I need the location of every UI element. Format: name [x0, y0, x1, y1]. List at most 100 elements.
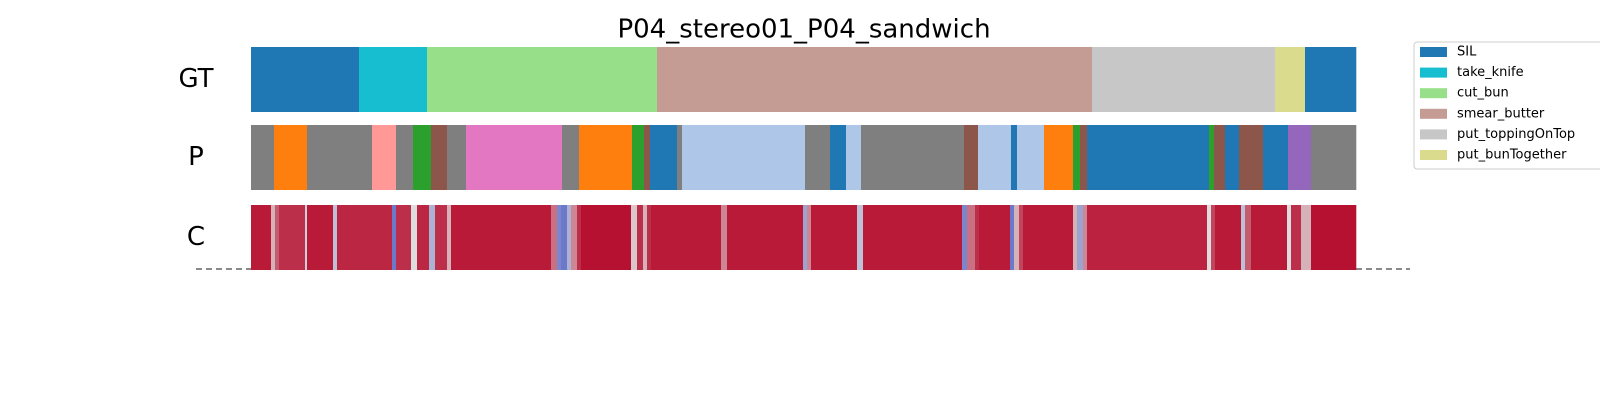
segment: [1275, 47, 1306, 112]
segment: [429, 205, 436, 270]
segment: [396, 125, 414, 190]
segment: [251, 47, 360, 112]
segment: [562, 125, 580, 190]
segment: [392, 205, 397, 270]
segment: [1239, 125, 1264, 190]
segment: [807, 205, 812, 270]
segment: [962, 205, 968, 270]
segment: [1083, 205, 1088, 270]
segment: [979, 205, 1011, 270]
segment: [863, 205, 963, 270]
segment: [967, 205, 976, 270]
legend-swatch: [1420, 88, 1447, 99]
segment: [805, 125, 831, 190]
segment: [1305, 47, 1357, 112]
segment: [1087, 205, 1208, 270]
segment: [1073, 125, 1081, 190]
segment: [275, 205, 280, 270]
segment: [1014, 205, 1020, 270]
segment: [632, 125, 645, 190]
segment: [975, 205, 980, 270]
segment: [1073, 205, 1078, 270]
segment: [1011, 125, 1018, 190]
segment: [811, 205, 858, 270]
segment: [274, 125, 308, 190]
segment: [631, 205, 638, 270]
segment: [1245, 205, 1252, 270]
segment: [447, 205, 452, 270]
row-label: P: [188, 142, 204, 172]
segment: [830, 125, 847, 190]
legend-swatch: [1420, 129, 1447, 140]
segment: [1225, 125, 1240, 190]
segment: [964, 125, 979, 190]
segment: [427, 47, 658, 112]
segment: [846, 125, 862, 190]
segment: [279, 205, 306, 270]
segment: [451, 205, 552, 270]
segment: [1251, 205, 1288, 270]
segment: [1214, 125, 1226, 190]
segment: [1215, 205, 1242, 270]
legend-label: take_knife: [1457, 65, 1524, 80]
segment: [307, 125, 373, 190]
segment: [271, 205, 276, 270]
segment: [651, 205, 722, 270]
segment: [305, 205, 308, 270]
segment: [650, 125, 678, 190]
segment: [333, 205, 338, 270]
segment: [431, 125, 448, 190]
segment: [307, 205, 334, 270]
segment: [1209, 125, 1215, 190]
row-label: GT: [178, 64, 213, 94]
segment: [637, 205, 644, 270]
segment: [1207, 205, 1212, 270]
segment: [857, 205, 864, 270]
row-label: C: [187, 222, 205, 252]
segment: [1241, 205, 1246, 270]
segment: [803, 205, 808, 270]
segment: [682, 125, 806, 190]
segment: [447, 125, 467, 190]
segment: [567, 205, 572, 270]
segment: [1044, 125, 1074, 190]
legend-swatch: [1420, 67, 1447, 78]
segment: [1077, 205, 1084, 270]
segment: [1080, 125, 1088, 190]
segment: [1311, 205, 1357, 270]
segment: [727, 205, 804, 270]
segment: [561, 205, 568, 270]
segment: [577, 205, 582, 270]
segment: [1010, 205, 1015, 270]
segment: [551, 205, 558, 270]
segment: [1092, 47, 1276, 112]
segment: [557, 205, 562, 270]
segment: [721, 205, 728, 270]
segment: [1017, 125, 1045, 190]
segment: [861, 125, 965, 190]
chart-title: P04_stereo01_P04_sandwich: [617, 15, 990, 45]
legend-label: put_bunTogether: [1457, 148, 1567, 163]
segment: [657, 47, 1093, 112]
segment: [1291, 205, 1302, 270]
segment: [435, 205, 448, 270]
segment: [1211, 205, 1216, 270]
segment: [978, 125, 1012, 190]
segment: [337, 205, 393, 270]
segment: [251, 125, 275, 190]
legend-swatch: [1420, 150, 1447, 160]
segment: [1023, 205, 1074, 270]
legend-label: smear_butter: [1457, 106, 1545, 121]
segment: [466, 125, 563, 190]
segment: [647, 205, 652, 270]
legend-swatch: [1420, 47, 1447, 57]
segment: [677, 125, 683, 190]
segment: [1019, 205, 1024, 270]
segment: [396, 205, 412, 270]
segment: [579, 125, 633, 190]
legend-box: [1413, 41, 1600, 170]
segment: [571, 205, 578, 270]
segment: [413, 125, 432, 190]
legend-label: cut_bun: [1457, 86, 1509, 101]
